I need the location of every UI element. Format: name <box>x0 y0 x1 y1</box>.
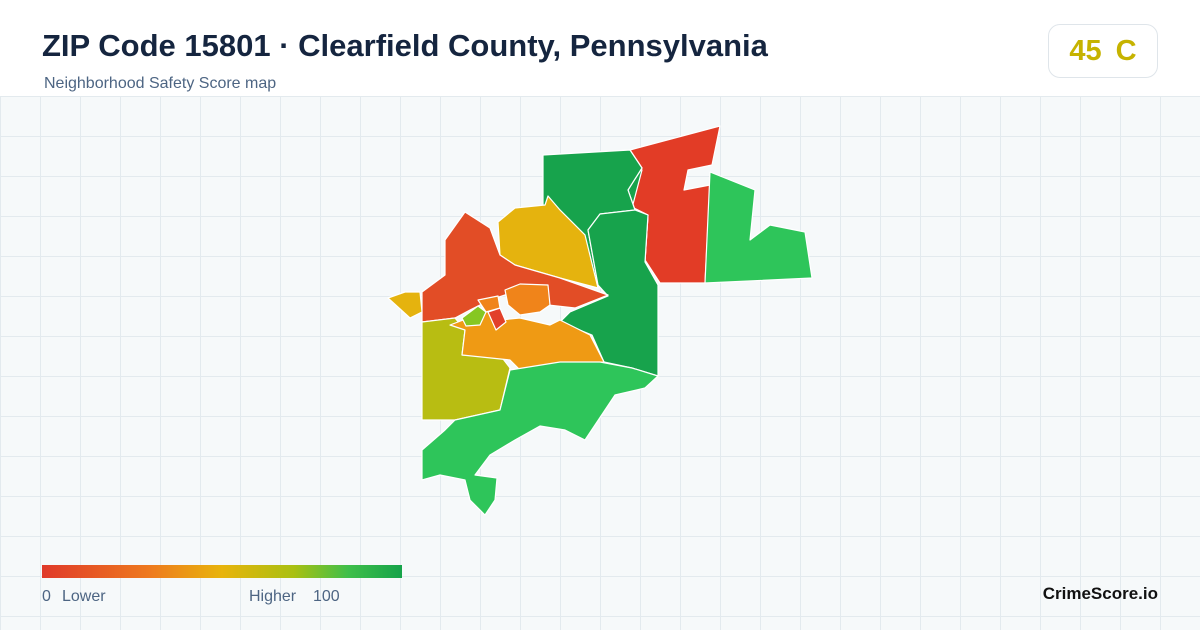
legend-gradient <box>42 565 402 578</box>
score-badge: 45 C <box>1048 24 1158 78</box>
region <box>504 283 551 316</box>
brand: CrimeScore.io <box>1042 584 1158 603</box>
score-value: 45 <box>1069 34 1102 67</box>
region <box>387 291 423 319</box>
legend-min: 0 <box>42 588 51 605</box>
title: ZIP Code 15801 · Clearfield County, Penn… <box>42 28 768 63</box>
score-grade: C <box>1115 34 1137 67</box>
legend-max: 100 <box>313 588 340 605</box>
region <box>421 361 659 516</box>
legend-min-label: Lower <box>62 588 106 605</box>
subtitle: Neighborhood Safety Score map <box>44 75 277 92</box>
region <box>461 305 487 327</box>
region <box>704 171 813 284</box>
legend-max-label: Higher <box>249 588 297 605</box>
region <box>477 295 501 313</box>
